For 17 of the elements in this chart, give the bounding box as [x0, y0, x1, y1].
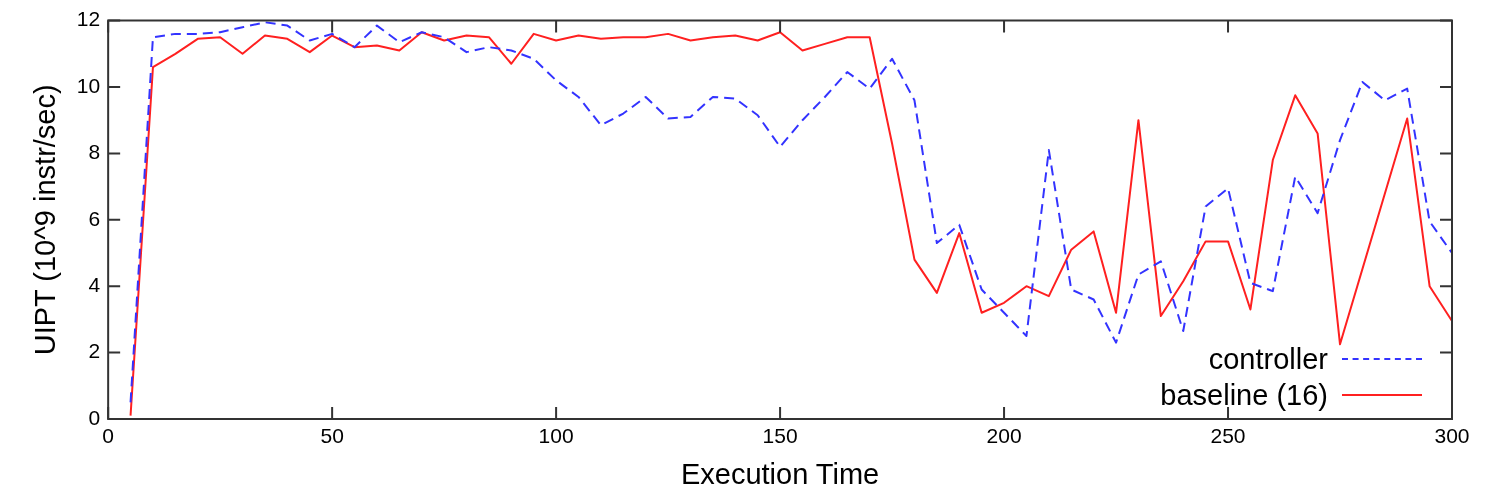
- x-tick-label: 50: [320, 424, 344, 448]
- x-tick-label: 100: [538, 424, 574, 448]
- x-tick-label: 250: [1210, 424, 1246, 448]
- legend-label: baseline (16): [1160, 378, 1328, 412]
- x-tick-label: 200: [986, 424, 1022, 448]
- y-tick-label: 10: [76, 73, 101, 97]
- x-tick-label: 300: [1434, 424, 1470, 448]
- legend-label: controller: [1208, 342, 1328, 376]
- y-tick-label: 4: [88, 273, 101, 296]
- y-tick-label: 2: [88, 339, 101, 363]
- x-tick-label: 150: [762, 424, 798, 448]
- y-tick-label: 8: [88, 140, 101, 164]
- y-tick-label: 0: [88, 405, 101, 429]
- y-tick-label: 6: [88, 206, 101, 230]
- x-axis-title: Execution Time: [680, 457, 880, 490]
- y-tick-label: 12: [76, 7, 101, 31]
- y-axis-title: UIPT (10^9 instr/sec): [29, 84, 62, 356]
